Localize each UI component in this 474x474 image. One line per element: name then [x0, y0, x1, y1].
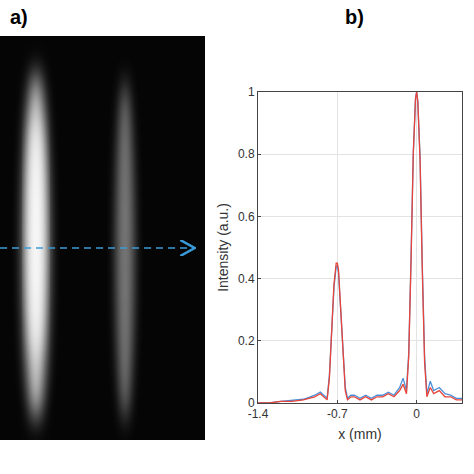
svg-text:1: 1	[248, 85, 255, 99]
svg-text:-1.4: -1.4	[248, 407, 269, 421]
svg-text:0.8: 0.8	[238, 147, 255, 161]
svg-text:0.4: 0.4	[238, 272, 255, 286]
html-text:a): a)	[10, 6, 28, 28]
svg-text:0.6: 0.6	[238, 210, 255, 224]
svg-text:x (mm): x (mm)	[338, 426, 382, 442]
svg-text:0: 0	[413, 407, 420, 421]
svg-text:Intensity (a.u.): Intensity (a.u.)	[215, 203, 231, 292]
svg-text:0.2: 0.2	[238, 334, 255, 348]
svg-text:-0.7: -0.7	[327, 407, 348, 421]
html-text:b): b)	[345, 6, 364, 28]
svg-text:0: 0	[248, 396, 255, 410]
